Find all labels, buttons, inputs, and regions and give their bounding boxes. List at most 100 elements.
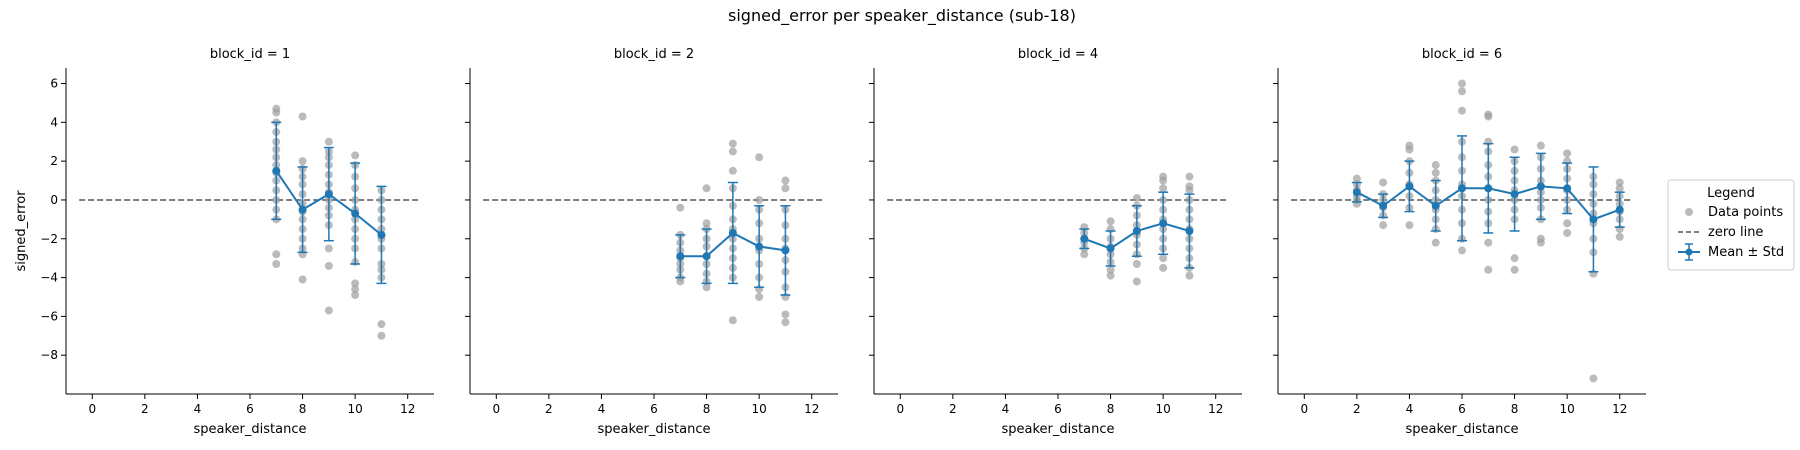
x-tick-label: 4 (1406, 402, 1414, 416)
data-point (1563, 228, 1572, 237)
data-point (324, 244, 333, 253)
mean-marker (755, 242, 764, 251)
panel-2: block_id = 2 0 2 4 6 8 10 12 speaker_distance (465, 47, 838, 437)
x-tick-label: 12 (804, 402, 819, 416)
data-point (1106, 217, 1115, 226)
panel-title: block_id = 6 (1422, 47, 1502, 62)
data-point (1510, 254, 1519, 263)
data-point (1589, 374, 1598, 383)
mean-marker (1132, 227, 1141, 235)
x-tick-label: 0 (1300, 402, 1308, 416)
mean-marker (1080, 234, 1089, 243)
data-point (781, 310, 790, 319)
data-point (1615, 232, 1624, 241)
data-point (272, 259, 281, 268)
x-tick-label: 10 (348, 402, 363, 416)
data-point (676, 203, 685, 212)
x-tick-label: 10 (752, 402, 767, 416)
data-point (351, 285, 360, 294)
data-point (298, 112, 307, 121)
data-point (1106, 271, 1115, 280)
data-point (324, 137, 333, 146)
panel-3: block_id = 4 0 2 4 6 8 10 12 speaker_distance (869, 47, 1242, 437)
data-point (1458, 106, 1466, 115)
mean-marker (351, 209, 360, 218)
panel-title: block_id = 1 (210, 47, 290, 62)
data-point (1510, 265, 1519, 274)
x-tick-label: 6 (650, 402, 658, 416)
data-point (1484, 112, 1493, 121)
data-point (728, 166, 737, 175)
mean-marker (1106, 244, 1115, 253)
x-tick-label: 12 (1208, 402, 1223, 416)
mean-std-series (1079, 191, 1195, 269)
x-tick-label: 10 (1560, 402, 1575, 416)
data-point (781, 176, 790, 185)
data-point (1159, 254, 1168, 263)
data-point (781, 184, 790, 193)
mean-marker (1615, 205, 1624, 214)
mean-marker (676, 252, 685, 261)
panel-title: block_id = 2 (614, 47, 694, 62)
y-axis-label: signed_error (14, 190, 29, 272)
data-point (324, 306, 333, 315)
mean-marker (728, 228, 737, 237)
panel-1: block_id = 1 0 2 4 6 8 10 12 speaker_distance 6 4 2… (14, 47, 434, 437)
data-point (1132, 194, 1141, 203)
legend-title: Legend (1707, 186, 1755, 201)
data-point (702, 219, 711, 228)
mean-marker (324, 190, 333, 199)
y-tick-label: 0 (50, 193, 58, 207)
data-point (351, 151, 360, 160)
x-tick-label: 0 (88, 402, 96, 416)
panel-title: block_id = 4 (1018, 47, 1098, 62)
x-tick-label: 4 (1002, 402, 1010, 416)
mean-marker (1379, 201, 1388, 210)
data-point (755, 153, 764, 162)
mean-marker (781, 246, 790, 255)
data-point (1458, 87, 1466, 96)
data-point (298, 275, 307, 284)
data-point (1379, 221, 1388, 230)
data-point (728, 139, 737, 148)
legend-box (1667, 179, 1795, 271)
legend-item-label: Mean ± Std (1708, 245, 1784, 260)
data-point (1484, 265, 1493, 274)
x-tick-label: 8 (703, 402, 711, 416)
x-axis-label: speaker_distance (1406, 422, 1519, 437)
data-point (272, 250, 281, 259)
mean-marker (1563, 184, 1572, 193)
mean-marker (1589, 215, 1598, 224)
mean-marker (1458, 184, 1466, 193)
x-tick-label: 0 (896, 402, 904, 416)
y-tick-label: 6 (50, 77, 58, 91)
data-point (728, 316, 737, 325)
data-point (272, 108, 281, 117)
data-point (1132, 259, 1141, 268)
y-tick-label: 2 (50, 154, 58, 168)
data-point (1431, 238, 1440, 247)
y-tick-label: −6 (40, 309, 58, 323)
x-tick-label: 8 (1107, 402, 1115, 416)
x-tick-label: 8 (299, 402, 307, 416)
mean-std-series (1351, 135, 1625, 273)
data-point (1159, 176, 1168, 185)
data-point (781, 318, 790, 327)
data-point (1458, 246, 1466, 255)
data-point (377, 331, 386, 340)
data-point (676, 277, 685, 286)
data-point (324, 261, 333, 270)
data-point (1080, 250, 1089, 259)
data-point (702, 283, 711, 292)
mean-marker (1536, 182, 1545, 191)
x-tick-label: 12 (400, 402, 415, 416)
data-point (1484, 238, 1493, 247)
data-point (377, 320, 386, 329)
data-point (755, 292, 764, 301)
data-point (1185, 186, 1194, 195)
data-point (1563, 149, 1572, 158)
mean-marker (377, 230, 386, 239)
data-point (1615, 184, 1624, 193)
data-point (351, 291, 360, 300)
